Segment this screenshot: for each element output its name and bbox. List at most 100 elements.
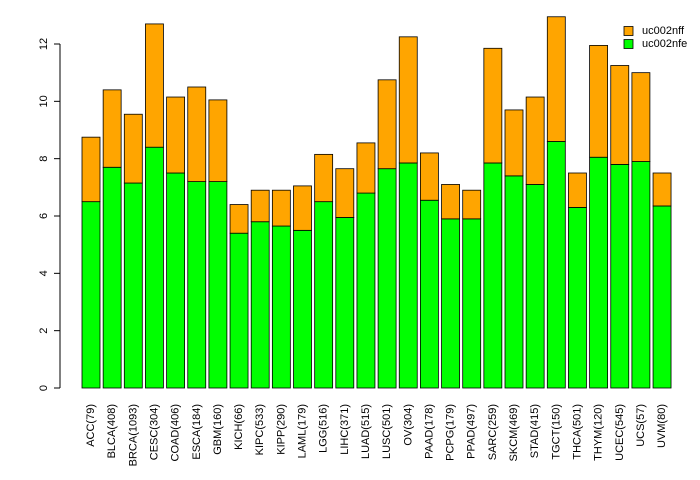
x-tick-label: OV(304) (402, 404, 414, 446)
bar-uc002nff (610, 65, 630, 165)
y-tick-label: 10 (38, 95, 50, 107)
bar-uc002nfe (525, 184, 545, 389)
bar-uc002nff (504, 109, 524, 177)
bar-uc002nff (356, 142, 376, 194)
bar-uc002nff (187, 86, 207, 182)
x-tick-label: SARC(259) (487, 404, 499, 460)
y-tick-label: 8 (38, 156, 50, 162)
bar-uc002nfe (250, 221, 270, 389)
bar-uc002nfe (123, 182, 143, 389)
y-tick-label: 0 (38, 385, 50, 391)
bar-uc002nff (568, 172, 587, 208)
bar-uc002nfe (441, 218, 460, 389)
x-tick-label: PAAD(178) (423, 404, 435, 459)
bar-uc002nff (314, 153, 334, 203)
bar-uc002nfe (271, 225, 291, 389)
bar-uc002nff (398, 36, 418, 164)
x-tick-label: GBM(160) (212, 404, 224, 455)
bar-uc002nfe (208, 181, 228, 389)
bar-uc002nff (293, 185, 312, 231)
bar-uc002nfe (293, 229, 312, 389)
x-tick-label: LUAD(515) (360, 404, 372, 459)
bar-uc002nff (377, 79, 397, 170)
bar-uc002nff (652, 172, 672, 207)
bar-uc002nff (335, 168, 355, 218)
y-tick-label: 4 (38, 270, 50, 276)
y-tick-label: 2 (38, 328, 50, 334)
bar-uc002nfe (81, 201, 101, 389)
bar-uc002nfe (462, 218, 482, 389)
legend-swatch-uc002nff (623, 26, 634, 36)
x-tick-label: THYM(120) (593, 404, 605, 461)
bar-uc002nff (81, 136, 101, 203)
x-tick-label: CESC(304) (148, 404, 160, 460)
bar-uc002nfe (631, 161, 651, 389)
bar-uc002nff (419, 152, 439, 201)
bar-uc002nff (483, 47, 503, 164)
x-tick-label: TGCT(150) (550, 404, 562, 460)
y-tick-label: 6 (38, 213, 50, 219)
x-tick-label: LGG(516) (318, 404, 330, 453)
bar-uc002nfe (166, 172, 186, 389)
x-tick-label: BRCA(1093) (127, 404, 139, 466)
bar-uc002nfe (377, 168, 397, 389)
bar-uc002nfe (568, 206, 587, 389)
x-tick-label: SKCM(469) (508, 404, 520, 461)
bar-uc002nfe (589, 156, 608, 389)
bar-uc002nfe (546, 141, 566, 389)
bar-uc002nff (631, 72, 651, 162)
x-tick-label: COAD(406) (170, 404, 182, 461)
bar-uc002nfe (102, 166, 122, 389)
bar-uc002nff (525, 96, 545, 185)
bar-uc002nfe (356, 192, 376, 389)
x-tick-label: THCA(501) (571, 404, 583, 460)
bar-uc002nfe (483, 162, 503, 389)
x-tick-label: STAD(415) (529, 404, 541, 458)
bar-uc002nff (166, 96, 186, 174)
legend-swatch-uc002nfe (623, 39, 634, 49)
bar-uc002nfe (419, 199, 439, 389)
bar-uc002nff (589, 45, 608, 158)
x-tick-label: LIHC(371) (339, 404, 351, 455)
x-tick-label: UCS(57) (635, 404, 647, 447)
y-tick-label: 12 (38, 38, 50, 50)
bar-uc002nfe (652, 205, 672, 389)
bar-uc002nff (271, 189, 291, 227)
bar-uc002nff (145, 23, 164, 148)
bar-uc002nff (208, 99, 228, 182)
bar-uc002nff (441, 184, 460, 220)
bar-uc002nff (102, 89, 122, 168)
legend-label-uc002nff: uc002nff (642, 25, 685, 37)
bar-uc002nff (546, 16, 566, 142)
bar-uc002nfe (610, 163, 630, 389)
x-tick-label: UVM(80) (656, 404, 668, 448)
bar-uc002nfe (314, 201, 334, 389)
x-tick-label: LUSC(501) (381, 404, 393, 459)
bar-uc002nff (123, 113, 143, 184)
y-axis: 0 2 4 6 8 10 12 (38, 38, 61, 391)
x-tick-label: ACC(79) (85, 404, 97, 447)
bar-uc002nfe (335, 217, 355, 389)
bar-uc002nfe (145, 146, 164, 389)
bar-uc002nff (250, 189, 270, 223)
bar-uc002nff (229, 204, 249, 234)
x-tick-label: KIPC(533) (254, 404, 266, 455)
legend-label-uc002nfe: uc002nfe (642, 38, 687, 50)
bars (81, 16, 672, 389)
bar-uc002nfe (229, 232, 249, 389)
x-tick-label: KICH(66) (233, 404, 245, 450)
x-tick-label: PCPG(179) (445, 404, 457, 461)
bar-uc002nfe (187, 181, 207, 389)
x-tick-label: PPAD(497) (466, 404, 478, 459)
bar-uc002nff (462, 189, 482, 220)
x-tick-label: KIPP(290) (275, 404, 287, 455)
bar-uc002nfe (504, 175, 524, 389)
x-tick-label: BLCA(408) (106, 404, 118, 458)
x-tick-label: UCEC(545) (614, 404, 626, 461)
x-axis-labels: ACC(79) BLCA(408) BRCA(1093) CESC(304) COAD(… (85, 404, 668, 466)
bar-uc002nfe (398, 162, 418, 389)
x-tick-label: ESCA(184) (191, 404, 203, 460)
x-tick-label: LAML(179) (297, 404, 309, 458)
